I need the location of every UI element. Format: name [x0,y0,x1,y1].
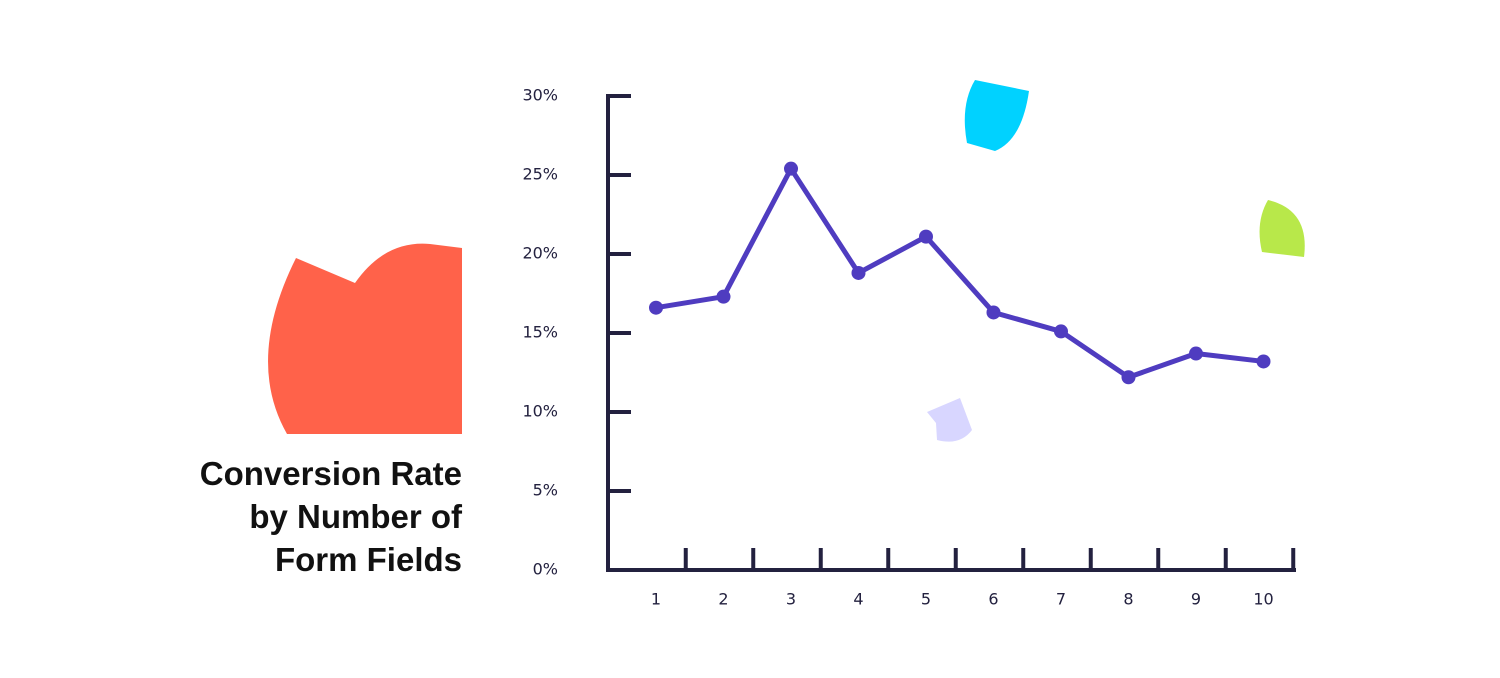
y-tick-label: 15% [522,323,558,342]
x-tick-label: 7 [1056,590,1066,609]
x-tick-label: 4 [853,590,863,609]
x-tick-label: 2 [718,590,728,609]
x-tick-label: 3 [786,590,796,609]
y-tick-label: 10% [522,402,558,421]
y-tick-label: 5% [533,481,558,500]
data-point [1189,346,1203,361]
series-line [655,166,1264,380]
x-tick-label: 10 [1253,590,1273,609]
data-point [1054,324,1068,339]
x-tick-label: 8 [1123,590,1133,609]
data-point [1256,354,1271,369]
decor-shape [964,80,1029,151]
decor-shape [268,243,462,434]
y-tick-label: 30% [522,86,558,105]
data-point [919,229,933,244]
data-point [986,305,1001,320]
decor-shape [1259,200,1305,257]
data-point [649,300,663,315]
data-point [851,265,866,280]
decor-shape [927,398,972,442]
y-tick-label: 0% [533,560,558,579]
x-tick-label: 6 [988,590,998,609]
data-point [784,161,798,176]
data-point [1121,370,1136,385]
x-tick-label: 1 [651,590,661,609]
x-tick-label: 5 [921,590,931,609]
y-tick-label: 20% [522,244,558,263]
data-point [716,289,731,304]
y-tick-label: 25% [522,165,558,184]
chart-title: Conversion Rate by Number of Form Fields [199,455,462,578]
x-tick-label: 9 [1191,590,1201,609]
